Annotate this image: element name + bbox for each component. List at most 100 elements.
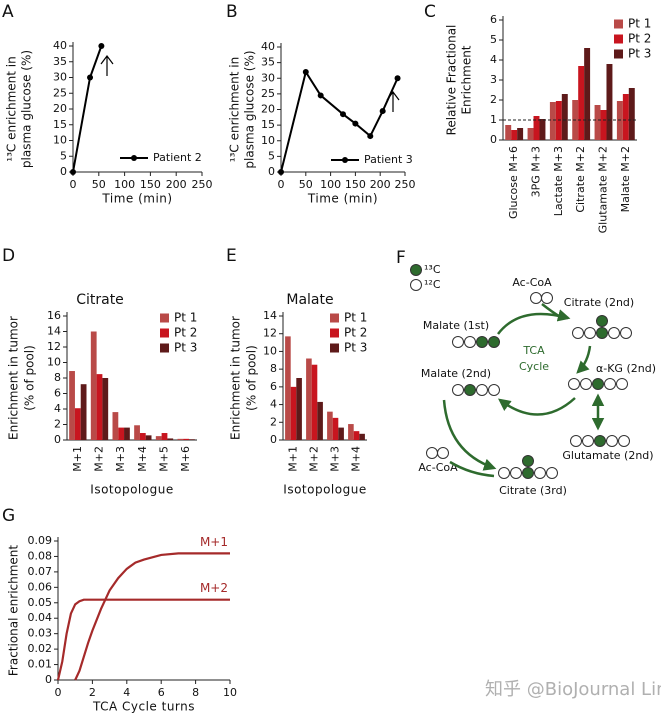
bar [539, 119, 546, 140]
bar [145, 435, 152, 440]
carbon-atom [510, 467, 522, 479]
y-axis-label: Fractional enrichment [7, 545, 21, 677]
arrow [576, 345, 592, 374]
carbon-atom [620, 327, 632, 339]
y-tick-label: 20 [261, 103, 275, 116]
carbon-atom [476, 384, 488, 396]
y-axis-label: Enrichment [460, 45, 474, 114]
legend-label: Patient 2 [153, 151, 202, 164]
legend-label: Pt 3 [628, 47, 651, 61]
y-tick-label: 0 [268, 165, 275, 178]
data-point [87, 74, 94, 81]
x-tick-label: 6 [158, 686, 165, 699]
y-tick-label: 8 [270, 362, 277, 375]
bar [332, 417, 339, 440]
legend-label: Pt 1 [174, 311, 197, 325]
panel-b-arrow [386, 91, 400, 112]
y-tick-label: 4 [270, 398, 277, 411]
y-tick-label: 0 [490, 133, 497, 146]
legend-swatch [614, 34, 623, 44]
carbon-atom [604, 378, 616, 390]
y-tick-label: 10 [261, 134, 275, 147]
y-tick-label: 4 [490, 53, 497, 66]
data-point [379, 108, 386, 115]
data-point [394, 75, 401, 82]
carbon-atom [570, 435, 582, 447]
y-axis-label: ¹³C enrichment in [5, 56, 19, 161]
bar [533, 116, 540, 140]
carbon-atom [606, 435, 618, 447]
y-tick-label: 0.05 [28, 596, 53, 609]
bar [74, 408, 81, 440]
carbon-atom [596, 315, 608, 327]
panel-label: B [226, 2, 238, 22]
x-tick-label: Malate M+2 [619, 146, 632, 212]
node-label: α-KG (2nd) [596, 362, 656, 375]
node-label: Citrate (3rd) [499, 484, 567, 497]
x-tick-label: 0 [55, 686, 62, 699]
bar [139, 433, 146, 440]
watermark: 知乎 @BioJournal Link [485, 679, 661, 700]
x-tick-label: M+6 [179, 446, 192, 472]
y-tick-label: 30 [261, 71, 275, 84]
x-axis-label: Isotopologue [283, 483, 366, 497]
x-tick-label: Citrate M+2 [574, 146, 587, 213]
bar [594, 105, 601, 140]
bar [183, 438, 190, 440]
y-tick-label: 35 [261, 56, 275, 69]
legend-label: Pt 2 [174, 326, 197, 340]
x-tick-label: Glutamate M+2 [597, 146, 610, 233]
chart-title: Citrate [76, 292, 124, 308]
node-label: Ac-CoA [512, 276, 552, 289]
carbon-atom [618, 435, 630, 447]
bar [90, 331, 97, 440]
panel-label: D [2, 246, 15, 266]
y-tick-label: 0.03 [28, 627, 53, 640]
x-tick-label: 2 [89, 686, 96, 699]
data-point [317, 92, 324, 99]
y-tick-label: 16 [47, 309, 61, 322]
y-tick-label: 14 [263, 309, 277, 322]
legend-swatch [614, 19, 623, 29]
node-label: Ac-CoA [418, 461, 458, 474]
y-tick-label: 35 [53, 55, 67, 68]
y-tick-label: 0 [270, 433, 277, 446]
bar [549, 102, 556, 140]
bar [161, 433, 168, 440]
bar [517, 128, 524, 140]
legend-swatch [330, 343, 339, 353]
carbon-atom [584, 327, 596, 339]
y-tick-label: 3 [490, 73, 497, 86]
y-axis-label: ¹³C enrichment in [228, 57, 242, 162]
bar [578, 66, 585, 140]
carbon-atom [522, 455, 534, 467]
legend-swatch [614, 49, 623, 59]
legend-swatch [160, 328, 169, 338]
node-label: Malate (2nd) [421, 367, 491, 380]
x-axis-label: Time (min) [101, 192, 172, 206]
x-axis-label: Time (min) [307, 192, 378, 206]
y-tick-label: 0.02 [28, 642, 53, 655]
data-line [56, 598, 230, 681]
y-tick-label: 0.01 [28, 658, 53, 671]
carbon-atom [488, 336, 500, 348]
legend-marker [131, 155, 137, 161]
x-tick-label: 200 [166, 178, 187, 191]
bar [285, 336, 291, 440]
bar [96, 374, 103, 440]
x-tick-label: M+4 [350, 446, 363, 472]
x-tick-label: 50 [92, 178, 106, 191]
x-tick-label: 10 [223, 686, 237, 699]
y-tick-label: 14 [47, 325, 61, 338]
data-point [278, 169, 284, 175]
arrow [497, 309, 571, 335]
bar [69, 371, 75, 440]
carbon-atom [546, 467, 558, 479]
panel-label: E [226, 246, 237, 266]
bar [505, 125, 512, 140]
y-tick-label: 2 [490, 93, 497, 106]
x-tick-label: 8 [192, 686, 199, 699]
carbon-atom [452, 384, 464, 396]
carbon-atom [522, 467, 534, 479]
